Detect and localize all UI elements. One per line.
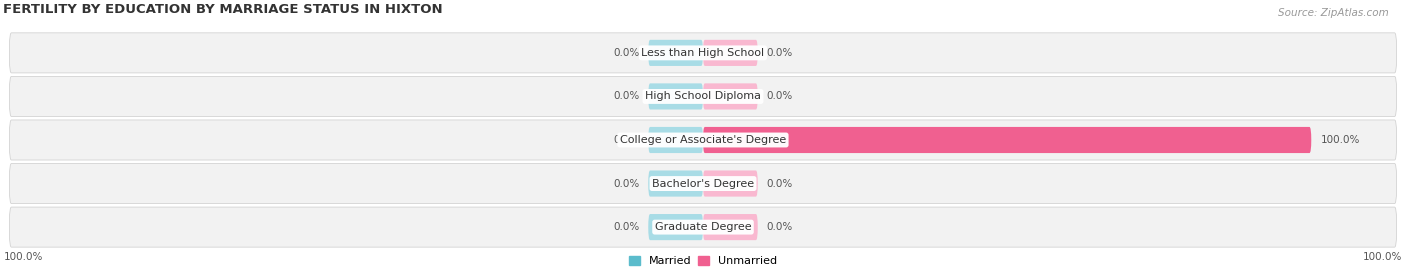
- Legend: Married, Unmarried: Married, Unmarried: [628, 256, 778, 266]
- FancyBboxPatch shape: [10, 76, 1396, 117]
- Text: 0.0%: 0.0%: [613, 48, 640, 58]
- FancyBboxPatch shape: [10, 207, 1396, 247]
- Text: 100.0%: 100.0%: [1364, 252, 1403, 262]
- Text: Bachelor's Degree: Bachelor's Degree: [652, 178, 754, 189]
- Text: Source: ZipAtlas.com: Source: ZipAtlas.com: [1278, 8, 1389, 18]
- FancyBboxPatch shape: [648, 214, 703, 240]
- Text: High School Diploma: High School Diploma: [645, 91, 761, 102]
- Text: College or Associate's Degree: College or Associate's Degree: [620, 135, 786, 145]
- Text: 0.0%: 0.0%: [613, 135, 640, 145]
- Text: 0.0%: 0.0%: [766, 178, 793, 189]
- FancyBboxPatch shape: [10, 120, 1396, 160]
- Text: 100.0%: 100.0%: [3, 252, 42, 262]
- FancyBboxPatch shape: [648, 83, 703, 110]
- Text: 0.0%: 0.0%: [613, 91, 640, 102]
- FancyBboxPatch shape: [703, 127, 1312, 153]
- FancyBboxPatch shape: [648, 170, 703, 197]
- FancyBboxPatch shape: [703, 214, 758, 240]
- FancyBboxPatch shape: [10, 33, 1396, 73]
- Text: 100.0%: 100.0%: [1320, 135, 1360, 145]
- FancyBboxPatch shape: [648, 127, 703, 153]
- Text: 0.0%: 0.0%: [766, 91, 793, 102]
- Text: Graduate Degree: Graduate Degree: [655, 222, 751, 232]
- FancyBboxPatch shape: [648, 40, 703, 66]
- Text: 0.0%: 0.0%: [766, 48, 793, 58]
- Text: 0.0%: 0.0%: [613, 222, 640, 232]
- Text: Less than High School: Less than High School: [641, 48, 765, 58]
- FancyBboxPatch shape: [10, 163, 1396, 204]
- Text: 0.0%: 0.0%: [766, 222, 793, 232]
- Text: 0.0%: 0.0%: [613, 178, 640, 189]
- Text: FERTILITY BY EDUCATION BY MARRIAGE STATUS IN HIXTON: FERTILITY BY EDUCATION BY MARRIAGE STATU…: [3, 3, 443, 16]
- FancyBboxPatch shape: [703, 170, 758, 197]
- FancyBboxPatch shape: [703, 40, 758, 66]
- FancyBboxPatch shape: [703, 83, 758, 110]
